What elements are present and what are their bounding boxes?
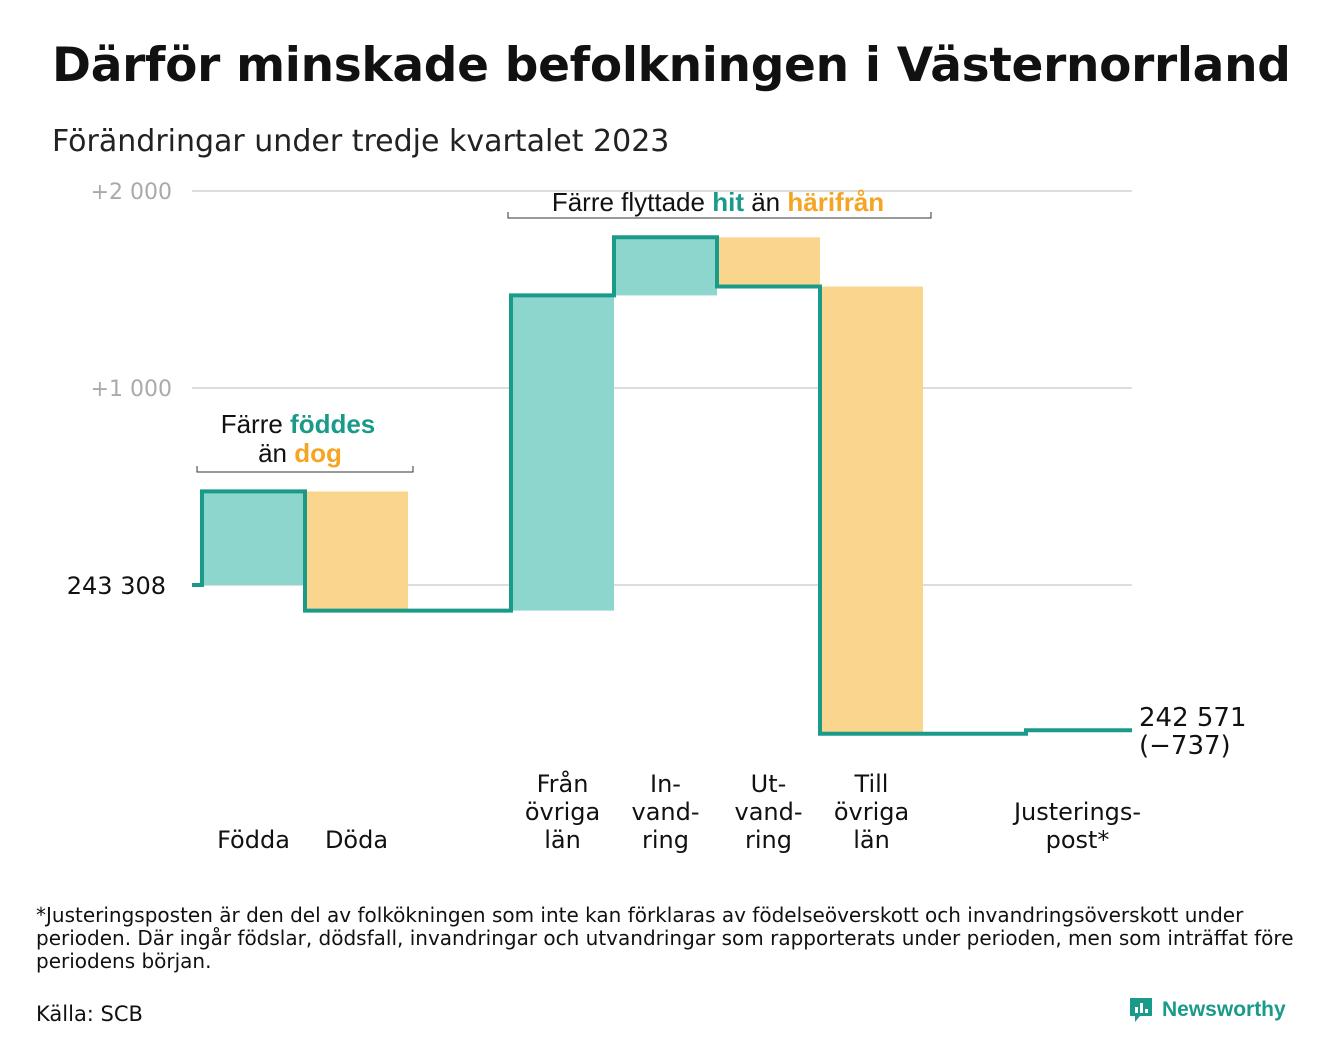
category-label: ring — [642, 826, 689, 854]
waterfall-bar — [202, 491, 305, 585]
brand-name: Newsworthy — [1162, 998, 1286, 1021]
category-label: post* — [1046, 826, 1110, 854]
source-note: Källa: SCB — [36, 1002, 143, 1026]
end-change-label: (−737) — [1139, 731, 1231, 761]
annotation-births-deaths-line1: Färre föddes — [221, 409, 376, 439]
category-label: Ut- — [751, 770, 787, 798]
category-label: Från — [537, 769, 589, 798]
newsworthy-icon — [1128, 996, 1154, 1024]
category-label: län — [544, 826, 581, 854]
waterfall-step-line — [192, 235, 1132, 736]
annotation-migration: Färre flyttade hit än härifrån — [552, 187, 884, 217]
y-tick-label: +2 000 — [91, 180, 172, 205]
category-label: Döda — [325, 826, 388, 854]
category-label: In- — [650, 770, 681, 798]
waterfall-bar — [511, 295, 614, 611]
category-label: ring — [745, 826, 792, 854]
footnote: *Justeringsposten är den del av folkökni… — [36, 903, 1294, 973]
category-label: övriga — [525, 798, 600, 826]
waterfall-bar — [305, 491, 408, 611]
category-label: övriga — [834, 798, 909, 826]
annotation-bracket — [507, 212, 932, 219]
category-label: Till — [854, 770, 889, 798]
y-tick-label: +1 000 — [91, 377, 172, 402]
category-label: län — [853, 826, 890, 854]
chart-title: Därför minskade befolkningen i Västernor… — [52, 38, 1291, 93]
category-label: vand- — [631, 798, 699, 826]
annotation-bracket — [196, 466, 414, 473]
brand-logo: Newsworthy — [1128, 996, 1286, 1024]
end-value-label: 242 571 — [1139, 703, 1247, 733]
category-label: vand- — [734, 798, 802, 826]
waterfall-bar — [614, 237, 717, 296]
waterfall-bar — [820, 286, 923, 734]
waterfall-bar — [717, 237, 820, 287]
category-label: Justerings- — [1012, 798, 1141, 826]
chart-subtitle: Förändringar under tredje kvartalet 2023 — [52, 124, 670, 159]
category-label: Födda — [217, 826, 290, 854]
annotation-births-deaths-line2: än dog — [258, 438, 342, 468]
start-value-label: 243 308 — [67, 572, 166, 600]
